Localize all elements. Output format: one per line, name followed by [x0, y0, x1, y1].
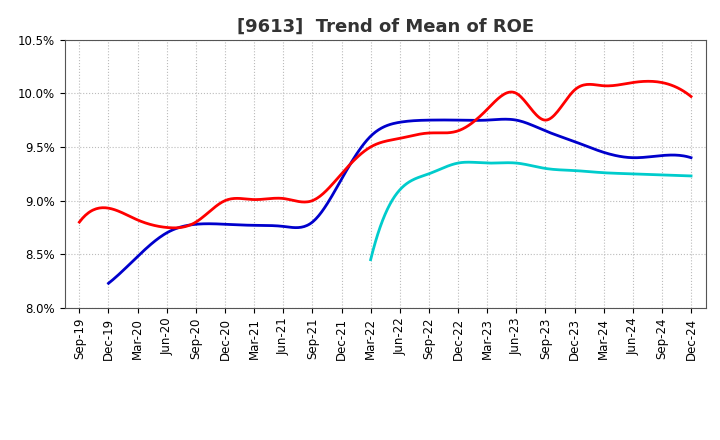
3 Years: [148, 223, 157, 228]
5 Years: [526, 122, 535, 127]
Line: 7 Years: 7 Years: [371, 162, 691, 260]
3 Years: [276, 196, 284, 201]
5 Years: [335, 181, 343, 186]
7 Years: [687, 173, 696, 179]
Title: [9613]  Trend of Mean of ROE: [9613] Trend of Mean of ROE: [237, 17, 534, 35]
7 Years: [569, 168, 577, 173]
3 Years: [170, 225, 179, 231]
3 Years: [521, 99, 530, 105]
3 Years: [687, 94, 696, 99]
7 Years: [472, 160, 480, 165]
7 Years: [366, 257, 375, 262]
Line: 3 Years: 3 Years: [79, 81, 691, 228]
3 Years: [518, 96, 527, 101]
5 Years: [104, 281, 113, 286]
7 Years: [598, 170, 607, 175]
5 Years: [687, 155, 696, 160]
Line: 5 Years: 5 Years: [109, 119, 691, 283]
5 Years: [174, 225, 183, 230]
5 Years: [501, 117, 510, 122]
5 Years: [529, 123, 538, 128]
3 Years: [75, 220, 84, 225]
5 Years: [471, 118, 480, 123]
7 Years: [494, 160, 503, 165]
7 Years: [600, 170, 608, 176]
7 Years: [464, 160, 473, 165]
7 Years: [405, 179, 413, 184]
3 Years: [644, 79, 652, 84]
5 Years: [294, 225, 302, 230]
3 Years: [462, 125, 470, 130]
3 Years: [319, 191, 328, 196]
